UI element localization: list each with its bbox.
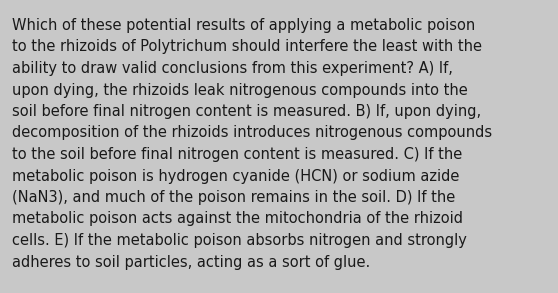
- Text: to the rhizoids of Polytrichum should interfere the least with the: to the rhizoids of Polytrichum should in…: [12, 40, 482, 54]
- Text: decomposition of the rhizoids introduces nitrogenous compounds: decomposition of the rhizoids introduces…: [12, 125, 492, 141]
- Text: ability to draw valid conclusions from this experiment? A) If,: ability to draw valid conclusions from t…: [12, 61, 453, 76]
- Text: Which of these potential results of applying a metabolic poison: Which of these potential results of appl…: [12, 18, 475, 33]
- Text: metabolic poison acts against the mitochondria of the rhizoid: metabolic poison acts against the mitoch…: [12, 212, 463, 226]
- Text: (NaN3), and much of the poison remains in the soil. D) If the: (NaN3), and much of the poison remains i…: [12, 190, 455, 205]
- Text: cells. E) If the metabolic poison absorbs nitrogen and strongly: cells. E) If the metabolic poison absorb…: [12, 233, 467, 248]
- Text: to the soil before final nitrogen content is measured. C) If the: to the soil before final nitrogen conten…: [12, 147, 462, 162]
- Text: soil before final nitrogen content is measured. B) If, upon dying,: soil before final nitrogen content is me…: [12, 104, 481, 119]
- Text: adheres to soil particles, acting as a sort of glue.: adheres to soil particles, acting as a s…: [12, 255, 371, 270]
- Text: upon dying, the rhizoids leak nitrogenous compounds into the: upon dying, the rhizoids leak nitrogenou…: [12, 83, 468, 98]
- Text: metabolic poison is hydrogen cyanide (HCN) or sodium azide: metabolic poison is hydrogen cyanide (HC…: [12, 168, 459, 183]
